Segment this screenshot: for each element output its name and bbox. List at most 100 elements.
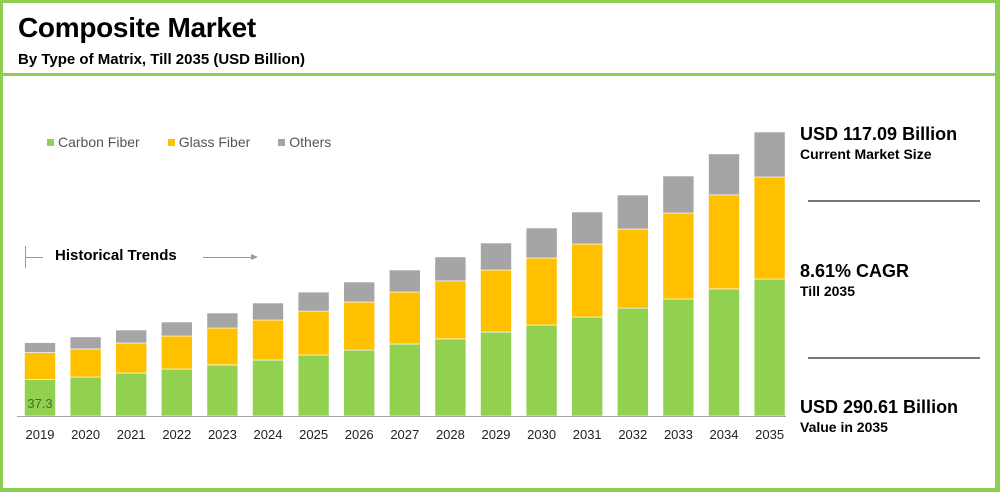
legend-label: Carbon Fiber [58, 134, 140, 150]
x-tick-label: 2029 [482, 427, 511, 442]
x-tick-label: 2033 [664, 427, 693, 442]
bars-group [24, 131, 786, 417]
bar-segment-carbon-fiber-2034 [708, 288, 740, 417]
bracket-line [26, 257, 43, 258]
x-tick-label: 2020 [71, 427, 100, 442]
x-tick-label: 2030 [527, 427, 556, 442]
bar-segment-glass-fiber-2022 [161, 335, 193, 370]
highlight-value: USD 290.61 Billion [800, 397, 959, 417]
legend-label: Glass Fiber [178, 134, 251, 150]
bar-segment-carbon-fiber-2026 [343, 349, 376, 417]
bar-segment-others-2031 [571, 211, 604, 245]
arrow-line [203, 257, 253, 258]
bar-segment-carbon-fiber-2029 [480, 331, 512, 417]
bar-segment-carbon-fiber-2030 [525, 324, 558, 417]
chart-title: Composite Market [18, 12, 256, 43]
legend-label: Others [289, 134, 332, 150]
bar-segment-others-2030 [525, 227, 558, 259]
bar-segment-carbon-fiber-2028 [434, 338, 467, 417]
bar-segment-glass-fiber-2021 [115, 342, 147, 374]
highlight-value: 8.61% CAGR [800, 261, 910, 281]
bar-segment-glass-fiber-2034 [708, 194, 740, 290]
bar-segment-carbon-fiber-2021 [115, 372, 147, 417]
bar-segment-others-2028 [434, 256, 467, 282]
bar-segment-glass-fiber-2019 [24, 352, 56, 380]
bar-segment-glass-fiber-2028 [434, 280, 467, 340]
x-tick-label: 2032 [618, 427, 647, 442]
bar-segment-carbon-fiber-2032 [616, 307, 649, 417]
bar-segment-others-2035 [753, 131, 786, 178]
bar-segment-others-2034 [708, 153, 740, 196]
highlight-separator [808, 357, 980, 359]
bar-segment-glass-fiber-2025 [297, 310, 330, 356]
bar-segment-others-2033 [662, 175, 695, 214]
bar-segment-glass-fiber-2031 [571, 243, 604, 318]
bar-segment-glass-fiber-2029 [480, 269, 512, 333]
data-label: 37.3 [27, 396, 52, 411]
legend-item-glass-fiber[interactable]: Glass Fiber [167, 134, 251, 150]
x-tick-label: 2026 [345, 427, 374, 442]
arrow-right-icon [251, 254, 258, 260]
x-tick-label: 2035 [755, 427, 784, 442]
historical-trends-annotation: Historical Trends [25, 246, 265, 268]
highlight-value-2035: USD 290.61 Billion Value in 2035 [800, 397, 958, 435]
highlight-current-market-size: USD 117.09 Billion Current Market Size [800, 124, 957, 162]
highlight-caption: Current Market Size [800, 146, 932, 162]
x-tick-label: 2023 [208, 427, 237, 442]
data-labels: 37.3 [27, 396, 52, 411]
chart-subtitle: By Type of Matrix, Till 2035 (USD Billio… [18, 51, 305, 68]
legend-swatch-carbon-fiber [47, 138, 54, 146]
x-tick-label: 2034 [710, 427, 739, 442]
bar-segment-others-2032 [616, 194, 649, 230]
bar-segment-glass-fiber-2035 [753, 176, 786, 280]
x-tick-label: 2028 [436, 427, 465, 442]
bar-segment-others-2029 [480, 242, 512, 271]
bar-segment-carbon-fiber-2031 [571, 316, 604, 417]
highlight-separator [808, 200, 980, 202]
bar-segment-carbon-fiber-2019 [24, 379, 56, 417]
highlight-cagr: 8.61% CAGR Till 2035 [800, 261, 909, 299]
bar-segment-carbon-fiber-2022 [161, 368, 193, 417]
header-divider [3, 73, 995, 76]
bar-segment-others-2021 [115, 329, 147, 344]
bar-segment-glass-fiber-2026 [343, 301, 376, 351]
bar-segment-others-2022 [161, 321, 193, 337]
x-tick-label: 2031 [573, 427, 602, 442]
historical-trends-label: Historical Trends [55, 247, 177, 264]
bar-segment-glass-fiber-2023 [206, 327, 239, 366]
bar-segment-carbon-fiber-2024 [252, 359, 284, 417]
bar-segment-others-2024 [252, 302, 284, 321]
bar-segment-others-2027 [388, 269, 421, 293]
bar-segment-glass-fiber-2030 [525, 257, 558, 326]
legend-item-carbon-fiber[interactable]: Carbon Fiber [47, 134, 140, 150]
bar-segment-others-2025 [297, 291, 330, 312]
bracket-tick [25, 246, 26, 268]
legend: Carbon Fiber Glass Fiber Others [47, 134, 359, 150]
bar-segment-glass-fiber-2032 [616, 228, 649, 309]
bar-segment-carbon-fiber-2027 [388, 343, 421, 417]
bar-segment-others-2026 [343, 281, 376, 303]
legend-swatch-others [278, 138, 286, 146]
x-tick-label: 2024 [254, 427, 283, 442]
highlight-value: USD 117.09 Billion [800, 124, 958, 144]
bar-segment-others-2023 [206, 312, 239, 329]
x-tick-labels: 2019 2020 2021 2022 2023 2024 2025 2026 2027 2028… [26, 427, 785, 442]
bar-segment-others-2020 [69, 336, 102, 350]
x-tick-label: 2027 [390, 427, 419, 442]
bar-segment-glass-fiber-2020 [69, 348, 102, 378]
bar-segment-others-2019 [24, 342, 56, 353]
legend-item-others[interactable]: Others [278, 134, 331, 150]
bar-segment-carbon-fiber-2020 [69, 376, 102, 417]
legend-swatch-glass-fiber [167, 138, 175, 146]
x-tick-label: 2025 [299, 427, 328, 442]
bar-segment-glass-fiber-2024 [252, 319, 284, 361]
x-tick-label: 2022 [162, 427, 191, 442]
highlight-caption: Value in 2035 [800, 419, 888, 435]
x-tick-label: 2019 [26, 427, 55, 442]
highlight-caption: Till 2035 [800, 283, 856, 299]
bar-segment-carbon-fiber-2023 [206, 364, 239, 417]
bar-segment-carbon-fiber-2035 [753, 278, 786, 417]
x-tick-label: 2021 [117, 427, 146, 442]
